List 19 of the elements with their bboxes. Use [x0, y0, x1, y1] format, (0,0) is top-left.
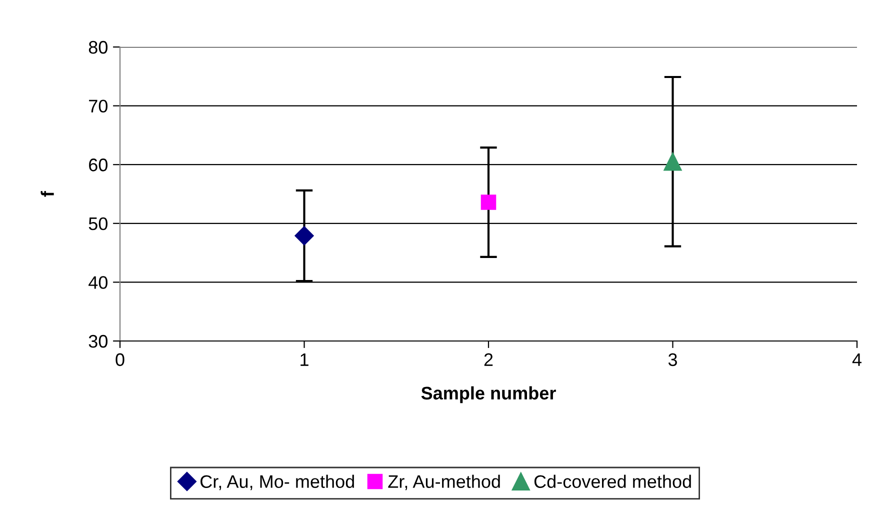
y-tick-label: 80: [88, 40, 108, 54]
x-tick-label: 4: [852, 353, 862, 366]
y-tick-label: 40: [88, 276, 108, 289]
y-tick-label: 50: [88, 217, 108, 230]
x-tick-label: 2: [484, 353, 493, 366]
y-axis-title: f: [40, 190, 54, 197]
legend-label: Zr, Au-method: [388, 474, 500, 490]
point: [480, 194, 496, 210]
point: [664, 152, 682, 171]
x-tick-label: 3: [668, 353, 677, 366]
point: [294, 226, 314, 246]
y-tick-label: 30: [88, 334, 108, 348]
x-axis-title: Sample number: [421, 386, 556, 404]
legend-label: Cd-covered method: [534, 474, 691, 488]
y-tick-label: 70: [89, 100, 108, 113]
x-tick-label: 1: [300, 353, 308, 366]
x-tick-label: 0: [116, 353, 124, 366]
y-tick-label: 60: [89, 158, 108, 172]
legend-label: Cr, Au, Mo- method: [200, 474, 354, 490]
